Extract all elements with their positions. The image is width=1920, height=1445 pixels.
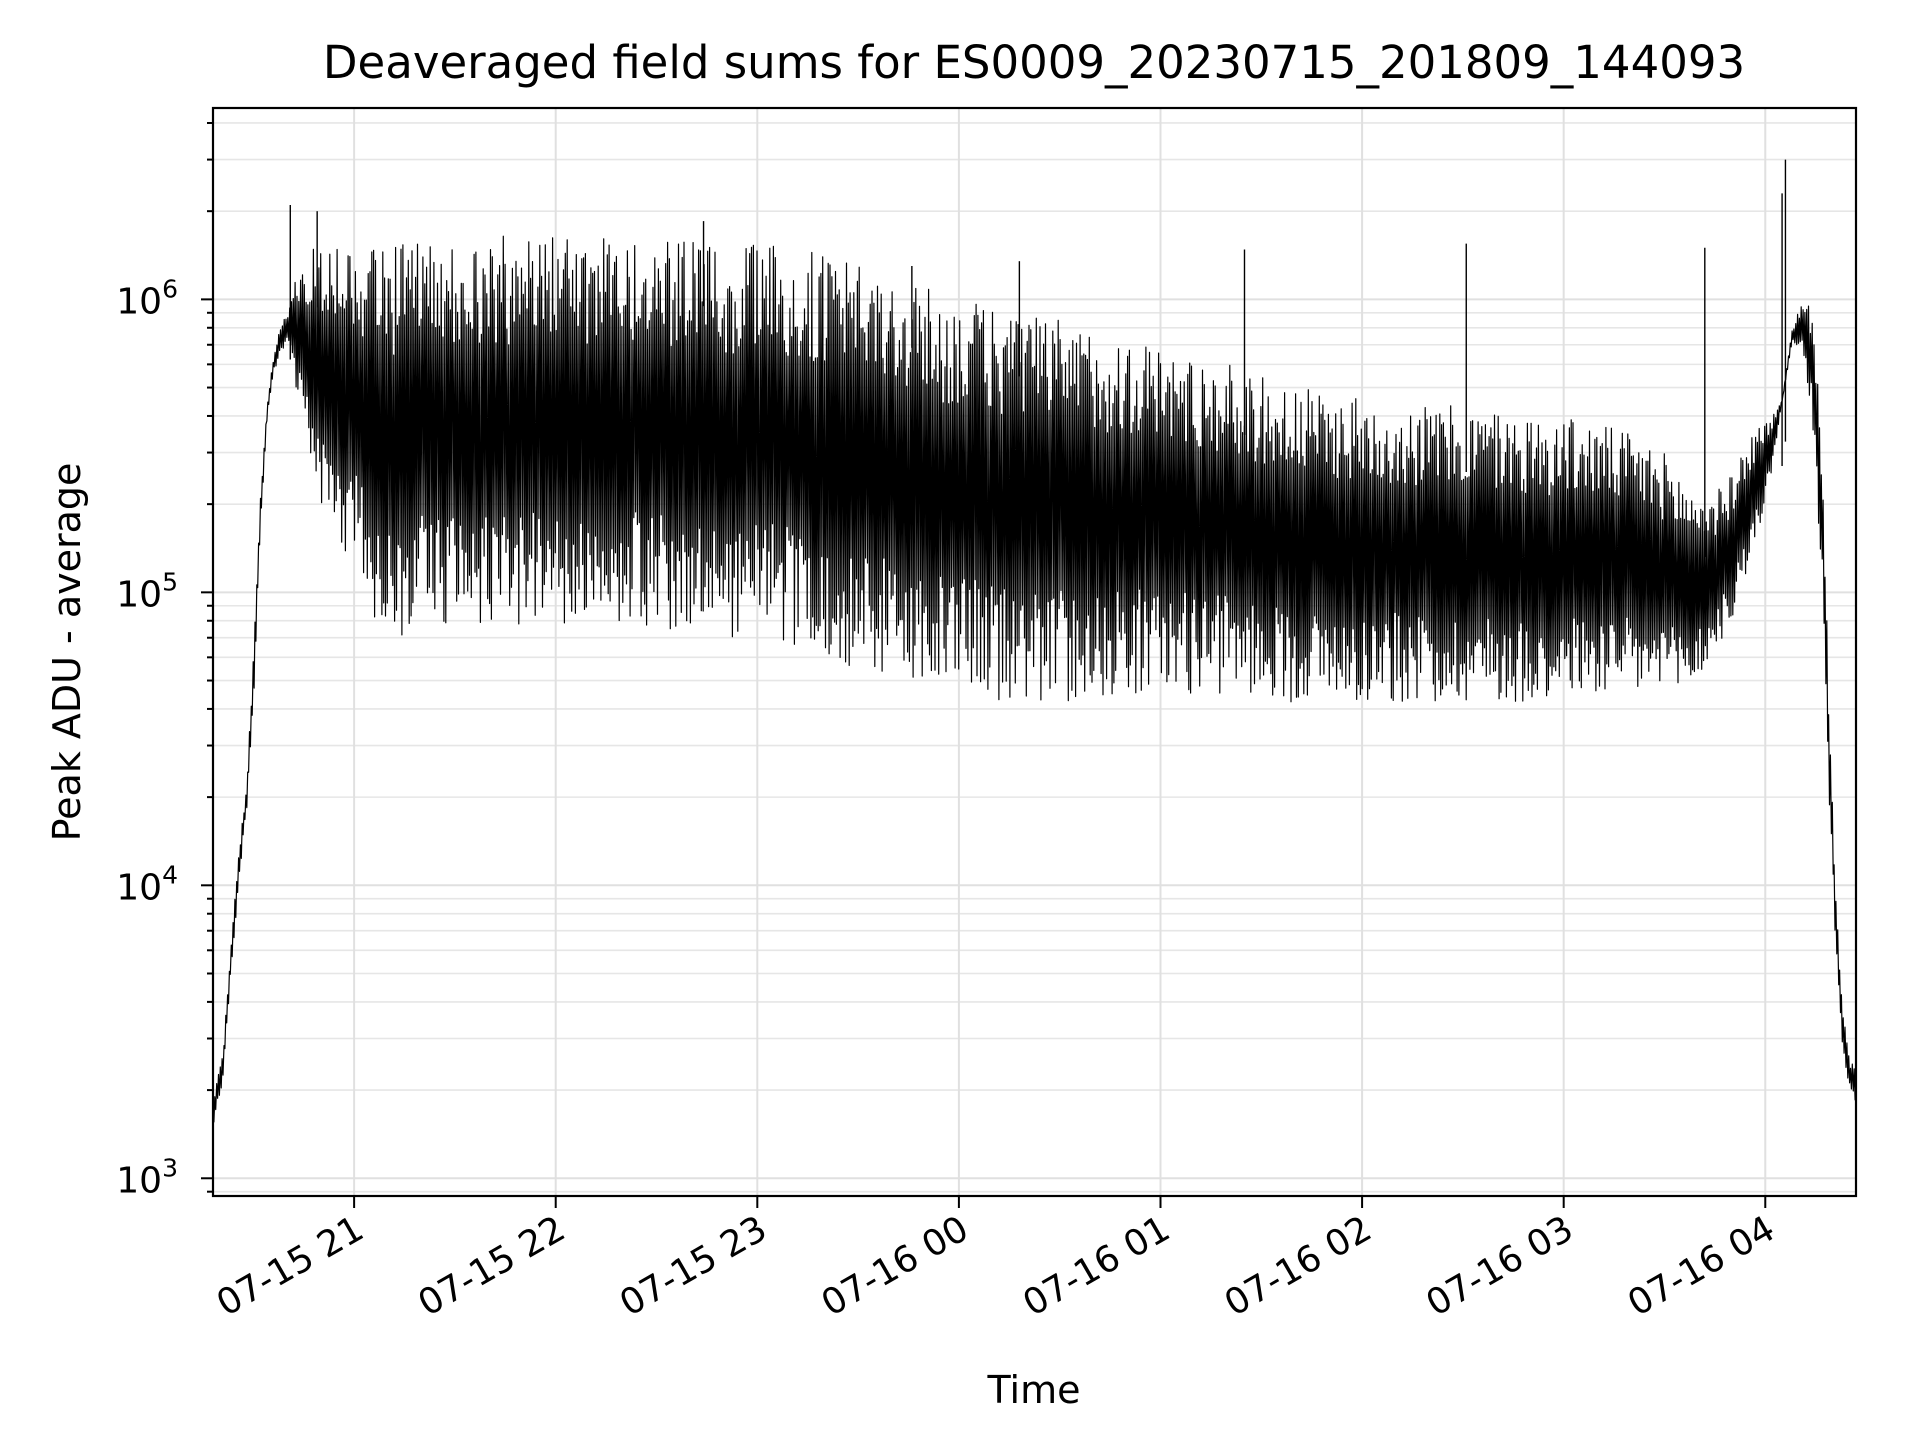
x-tick-label: 07-16 00 — [815, 1208, 976, 1324]
grid — [213, 108, 1856, 1196]
y-axis-label: Peak ADU - average — [45, 463, 89, 842]
x-tick-label: 07-16 03 — [1420, 1208, 1581, 1324]
x-tick-label: 07-15 23 — [613, 1208, 774, 1324]
y-tick-label: 105 — [116, 567, 178, 615]
x-tick-label: 07-16 02 — [1218, 1208, 1379, 1324]
series-line — [212, 235, 1857, 1123]
x-tick-label: 07-16 04 — [1621, 1208, 1782, 1324]
y-tick-label: 106 — [116, 274, 178, 322]
x-axis-ticks: 07-15 21 07-15 22 07-15 23 07-16 00 07-16 01… — [210, 1196, 1782, 1325]
x-tick-label: 07-16 01 — [1016, 1208, 1177, 1324]
series-layer — [212, 159, 1857, 1123]
y-tick-label: 103 — [116, 1153, 178, 1201]
x-tick-label: 07-15 21 — [210, 1208, 371, 1324]
y-axis-ticks: 103 104 105 106 — [116, 121, 213, 1201]
x-axis-label: Time — [987, 1368, 1081, 1412]
x-tick-label: 07-15 22 — [412, 1208, 573, 1324]
y-tick-label: 104 — [116, 860, 178, 908]
chart-title: Deaveraged field sums for ES0009_2023071… — [323, 36, 1745, 89]
plot-frame — [211, 106, 1858, 1198]
